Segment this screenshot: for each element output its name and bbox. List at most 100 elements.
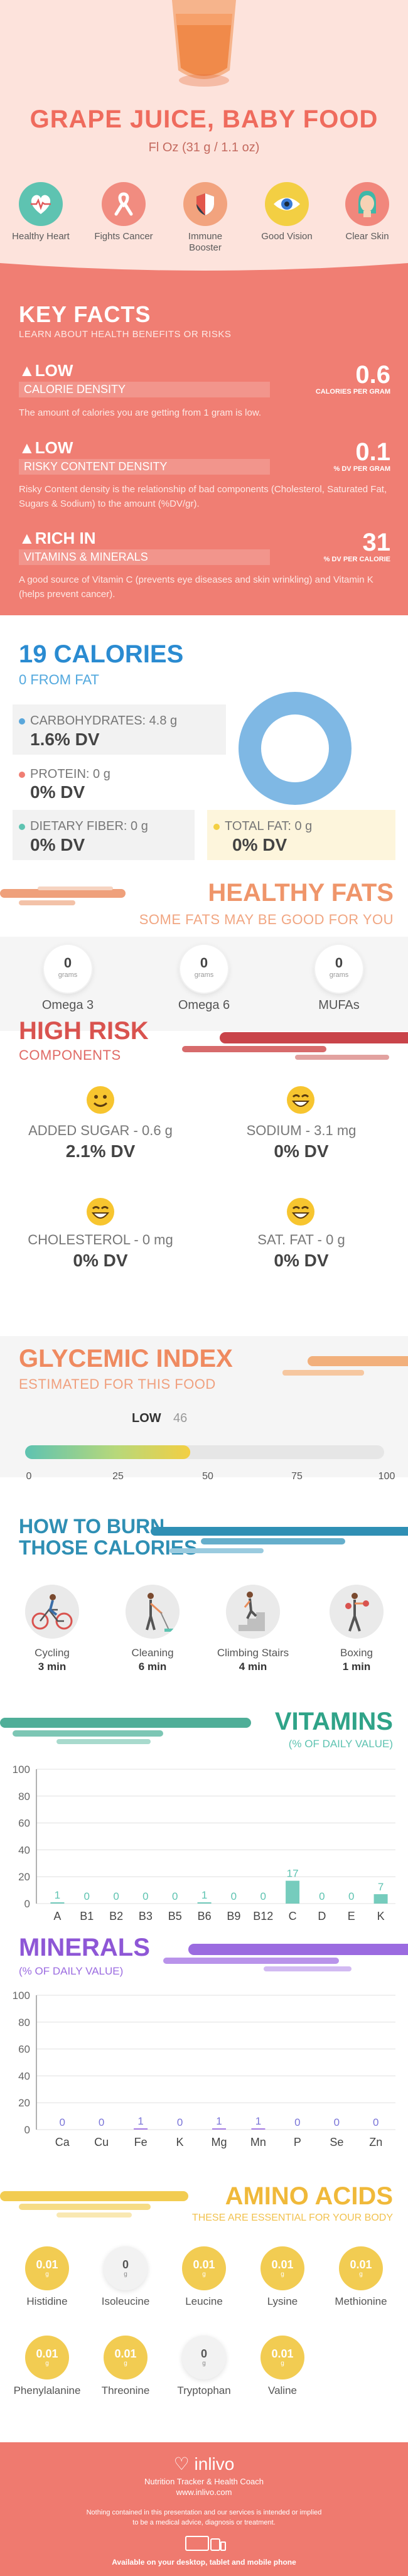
amino-item: 0.01 g Phenylalanine bbox=[9, 2336, 85, 2397]
nutrient-label: PROTEIN: 0 g bbox=[19, 767, 110, 782]
gauge-tick: 100 bbox=[378, 1471, 395, 1482]
key-facts-subtitle: LEARN ABOUT HEALTH BENEFITS OR RISKS bbox=[19, 329, 232, 340]
risk-value: 0% DV bbox=[274, 1251, 329, 1270]
nutrient-value: 0% DV bbox=[30, 835, 85, 854]
minerals-banner-stripes bbox=[163, 1944, 408, 1971]
serving-size: Fl Oz (31 g / 1.1 oz) bbox=[148, 141, 260, 154]
nutrient-label: DIETARY FIBER: 0 g bbox=[19, 819, 148, 834]
bar-value-label: 0 bbox=[99, 2116, 104, 2128]
benefit-label: Clear Skin bbox=[345, 231, 389, 242]
benefit-clear-skin: Clear Skin bbox=[333, 182, 402, 242]
y-tick-label: 0 bbox=[24, 2124, 30, 2136]
gauge-fill bbox=[25, 1445, 191, 1459]
y-tick-label: 100 bbox=[13, 1990, 30, 2002]
glycemic-banner-stripes bbox=[282, 1356, 408, 1376]
amino-item: 0.01 g Valine bbox=[245, 2336, 320, 2397]
bar-value-label: 0 bbox=[231, 1890, 237, 1902]
vitamins-banner-stripes bbox=[0, 1718, 251, 1744]
bar-value-label: 0 bbox=[177, 2116, 183, 2128]
y-tick-label: 60 bbox=[18, 2044, 30, 2056]
x-tick-label: Mn bbox=[250, 2136, 266, 2148]
vitamins-bar-chart: 100 80 60 40 20 0 1 A 0 B1 0 B2 0 B3 0 B5 1 B6 0 B9 0 B12 17 C 0… bbox=[13, 1764, 395, 1922]
risk-title: HIGH RISK bbox=[19, 1017, 149, 1045]
bar-value-label: 0 bbox=[260, 1890, 266, 1902]
fact-unit: % DV PER GRAM bbox=[333, 465, 390, 473]
y-tick-label: 60 bbox=[18, 1818, 30, 1830]
x-tick-label: Fe bbox=[134, 2136, 148, 2148]
heart-logo-icon: ♡ bbox=[173, 2454, 190, 2474]
x-tick-label: Mg bbox=[211, 2136, 227, 2148]
x-tick-label: P bbox=[294, 2136, 301, 2148]
gauge-tick: 25 bbox=[112, 1471, 124, 1482]
bar-value-label: 0 bbox=[84, 1890, 90, 1902]
glycemic-subtitle: ESTIMATED FOR THIS FOOD bbox=[19, 1376, 216, 1392]
benefit-label: Fights Cancer bbox=[94, 231, 153, 242]
fact-name: VITAMINS & MINERALS bbox=[19, 549, 270, 565]
fact-level: ▲LOW bbox=[19, 361, 73, 380]
amino-item: 0.01 g Threonine bbox=[88, 2336, 163, 2397]
brand-logo[interactable]: ♡ inlivo bbox=[173, 2454, 235, 2474]
calories-donut-chart bbox=[239, 692, 352, 805]
bar-value-label: 1 bbox=[137, 2115, 143, 2127]
x-tick-label: Zn bbox=[369, 2136, 382, 2148]
face-icon bbox=[345, 182, 389, 226]
amino-subtitle: THESE ARE ESSENTIAL FOR YOUR BODY bbox=[191, 2212, 393, 2223]
x-tick-label: B3 bbox=[139, 1910, 153, 1922]
flame-icon: ▲ bbox=[19, 438, 35, 457]
cleaning-icon bbox=[126, 1585, 180, 1639]
fats-banner-stripes bbox=[0, 887, 126, 905]
bar-value-label: 1 bbox=[216, 2115, 222, 2127]
disclaimer: Nothing contained in this presentation a… bbox=[86, 2509, 322, 2526]
nutrient-bg bbox=[13, 810, 195, 860]
grinning-face-icon bbox=[87, 1198, 114, 1226]
bar bbox=[197, 1902, 212, 1904]
eye-icon bbox=[265, 182, 309, 226]
fat-label: MUFAs bbox=[318, 998, 360, 1012]
gauge-tick: 0 bbox=[26, 1471, 32, 1482]
risk-label: SAT. FAT - 0 g bbox=[257, 1232, 345, 1248]
x-tick-label: Ca bbox=[55, 2136, 70, 2148]
vitamins-title: VITAMINS bbox=[274, 1708, 393, 1735]
burn-banner-stripes bbox=[151, 1527, 408, 1553]
bar-value-label: 0 bbox=[113, 1890, 119, 1902]
fact-unit: CALORIES PER GRAM bbox=[315, 388, 390, 396]
bar-value-label: 0 bbox=[373, 2116, 378, 2128]
risk-label: CHOLESTEROL - 0 mg bbox=[28, 1232, 173, 1248]
fact-level: ▲LOW bbox=[19, 438, 73, 457]
flame-icon: ▲ bbox=[19, 361, 35, 380]
key-facts-title: KEY FACTS bbox=[19, 301, 151, 327]
benefit-label: Healthy Heart bbox=[12, 231, 70, 242]
nutrient-bg bbox=[13, 704, 226, 755]
x-tick-label: A bbox=[53, 1910, 61, 1922]
key-facts-section: KEY FACTS LEARN ABOUT HEALTH BENEFITS OR… bbox=[0, 257, 408, 615]
fat-label: Omega 6 bbox=[178, 998, 230, 1012]
bar-value-label: 0 bbox=[142, 1890, 148, 1902]
grinning-face-icon bbox=[287, 1086, 314, 1114]
y-tick-label: 0 bbox=[24, 1898, 30, 1910]
brand-url[interactable]: www.inlivo.com bbox=[176, 2487, 232, 2497]
risk-banner-stripes bbox=[182, 1032, 408, 1060]
footer-section: ♡ inlivo Nutrition Tracker & Health Coac… bbox=[0, 2442, 408, 2576]
calories-subtitle: 0 FROM FAT bbox=[19, 672, 99, 687]
risk-value: 0% DV bbox=[274, 1141, 329, 1161]
risk-subtitle: COMPONENTS bbox=[19, 1047, 121, 1063]
fats-subtitle: SOME FATS MAY BE GOOD FOR YOU bbox=[139, 912, 394, 927]
bar-value-label: 7 bbox=[378, 1881, 384, 1893]
activity-climbing-stairs: Climbing Stairs 4 min bbox=[209, 1585, 297, 1673]
shield-icon bbox=[183, 182, 227, 226]
bar-value-label: 1 bbox=[55, 1889, 60, 1901]
minerals-title: MINERALS bbox=[19, 1934, 150, 1961]
bar-value-label: 0 bbox=[294, 2116, 300, 2128]
bar-value-label: 0 bbox=[59, 2116, 65, 2128]
glycemic-value-label: 46 bbox=[173, 1411, 188, 1425]
x-tick-label: B6 bbox=[198, 1910, 212, 1922]
y-tick-label: 40 bbox=[18, 1844, 30, 1856]
fat-value-circle: 0 grams bbox=[180, 945, 228, 993]
x-tick-label: B9 bbox=[227, 1910, 240, 1922]
x-tick-label: K bbox=[176, 2136, 184, 2148]
grinning-face-icon bbox=[287, 1198, 314, 1226]
fact-value: 31 bbox=[362, 529, 391, 556]
x-tick-label: B12 bbox=[253, 1910, 273, 1922]
bar-value-label: 1 bbox=[255, 2115, 261, 2127]
fact-unit: % DV PER CALORIE bbox=[323, 556, 390, 563]
